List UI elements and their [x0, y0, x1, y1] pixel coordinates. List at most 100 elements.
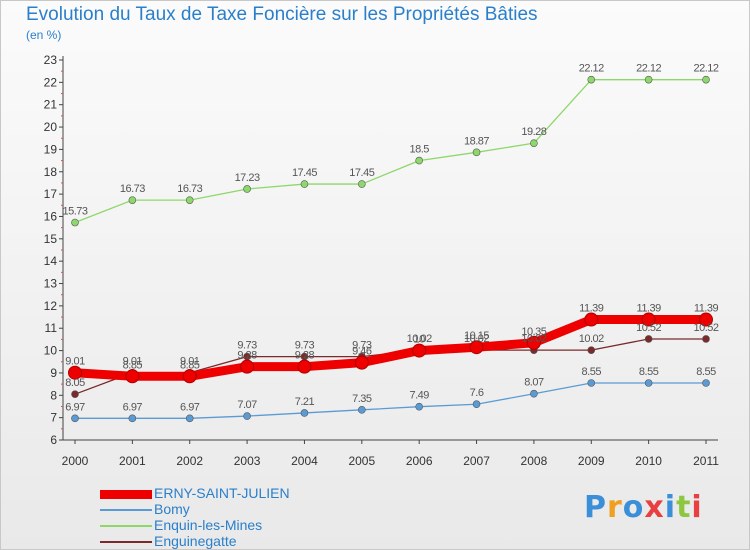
legend-label: Bomy [154, 501, 190, 517]
y-tick-label: 19 [44, 142, 58, 156]
data-label: 16.73 [177, 183, 202, 195]
data-point [702, 379, 710, 387]
x-tick-label: 2004 [291, 454, 318, 468]
data-label: 8.55 [582, 366, 602, 378]
data-point [587, 379, 596, 387]
legend-label: Enguinegatte [154, 533, 237, 549]
x-tick-label: 2003 [234, 454, 261, 468]
data-point [644, 379, 653, 387]
data-label: 8.55 [639, 366, 659, 378]
data-label: 7.6 [470, 387, 484, 399]
data-label: 10.02 [464, 333, 489, 345]
series-line-enguinegatte [74, 338, 706, 395]
y-tick-label: 21 [44, 98, 58, 112]
data-label: 8.85 [180, 359, 200, 371]
data-label: 9.01 [65, 356, 85, 368]
x-tick-label: 2006 [406, 454, 433, 468]
data-label: 17.45 [349, 167, 374, 179]
data-point [530, 139, 538, 147]
data-point [702, 335, 710, 343]
y-tick-label: 23 [44, 53, 58, 67]
y-tick-label: 13 [44, 277, 58, 291]
data-point [472, 148, 481, 157]
data-label: 6.97 [65, 401, 85, 413]
legend-swatch [100, 509, 152, 511]
data-label: 7.21 [295, 396, 315, 408]
series-line-bomy [75, 382, 706, 419]
data-label: 8.55 [696, 366, 716, 378]
data-label: 11.39 [694, 303, 719, 315]
series-line-erny-saint-julien [74, 315, 706, 381]
data-point [472, 400, 481, 409]
data-point [71, 390, 79, 398]
legend-swatch [100, 525, 152, 527]
data-point [358, 180, 366, 188]
data-point [182, 369, 197, 384]
y-tick-label: 14 [44, 254, 58, 268]
data-label: 9.01 [123, 356, 143, 368]
data-point [185, 196, 194, 204]
data-point [300, 180, 309, 188]
logo-letter: r [607, 490, 623, 525]
data-label: 11.39 [637, 303, 662, 315]
data-point [297, 359, 312, 374]
data-label: 9.73 [237, 340, 257, 352]
data-label: 18.5 [409, 144, 429, 156]
y-tick-label: 18 [44, 165, 58, 179]
x-tick-label: 2005 [348, 454, 375, 468]
data-point [185, 414, 194, 423]
chart-title: Evolution du Taux de Taxe Foncière sur l… [26, 4, 538, 25]
data-point [587, 346, 596, 354]
y-tick-label: 7 [50, 411, 57, 425]
x-tick-label: 2008 [521, 454, 548, 468]
data-label: 9.73 [295, 340, 315, 352]
data-point [644, 335, 653, 343]
logo-letter: x [644, 490, 665, 525]
data-point [526, 335, 541, 350]
data-point [300, 409, 309, 417]
data-label: 9.28 [237, 350, 257, 362]
data-point [243, 412, 251, 420]
data-label: 10.02 [521, 333, 546, 345]
data-label: 9.01 [180, 356, 200, 368]
legend-swatch [100, 489, 152, 499]
data-point [415, 402, 423, 411]
data-label: 11.39 [579, 303, 604, 315]
data-label: 9.46 [352, 346, 372, 358]
chart-subtitle: (en %) [26, 28, 62, 42]
y-tick-label: 8 [50, 388, 57, 402]
logo-letter: i [691, 490, 703, 525]
x-tick-label: 2000 [62, 454, 89, 468]
data-point [354, 355, 369, 370]
data-point [358, 406, 366, 414]
data-label: 9.28 [295, 350, 315, 362]
proxiti-logo: Proxiti [584, 490, 703, 525]
data-point [644, 75, 653, 84]
data-label: 17.23 [235, 172, 260, 184]
data-label: 10 [414, 334, 426, 346]
y-tick-label: 20 [44, 120, 58, 134]
data-label: 6.97 [123, 401, 143, 413]
y-tick-label: 17 [44, 187, 58, 201]
data-point [469, 340, 484, 355]
data-label: 7.07 [237, 399, 257, 411]
data-label: 10.02 [579, 333, 604, 345]
data-point [240, 359, 255, 374]
data-point [128, 414, 137, 423]
y-tick-label: 10 [44, 344, 58, 358]
data-label: 10.35 [521, 326, 546, 338]
y-tick-label: 15 [44, 232, 58, 246]
series-line-enquin-les-mines [74, 79, 706, 224]
data-point [125, 369, 140, 384]
data-point [412, 343, 427, 358]
data-point [68, 365, 82, 380]
data-label: 8.85 [123, 359, 143, 371]
data-point [128, 196, 137, 204]
logo-letter: i [664, 490, 677, 525]
data-point [699, 312, 713, 327]
y-tick-label: 11 [45, 321, 58, 335]
y-tick-label: 12 [44, 299, 58, 313]
data-label: 7.35 [352, 393, 372, 405]
data-label: 8.05 [65, 377, 85, 389]
